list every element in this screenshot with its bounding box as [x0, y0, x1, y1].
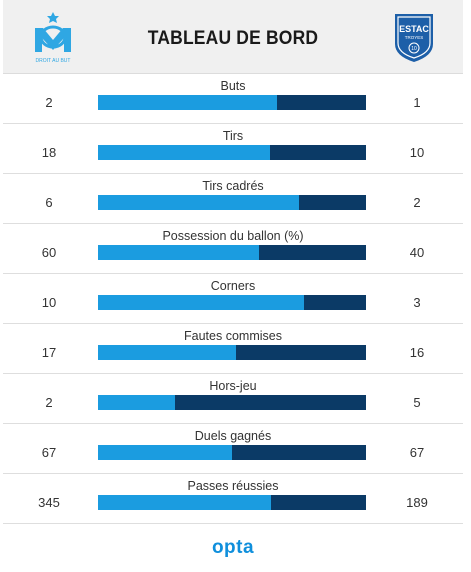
stat-row-offsides: Hors-jeu 2 5	[3, 374, 463, 424]
stat-row-possession: Possession du ballon (%) 60 40	[3, 224, 463, 274]
away-value: 16	[409, 345, 425, 360]
estac-crest-icon: ESTAC TROYES 10	[395, 14, 433, 62]
comparison-bar	[98, 395, 366, 410]
home-value: 67	[41, 445, 57, 460]
stat-label: Duels gagnés	[194, 429, 272, 443]
home-share-bar	[98, 145, 271, 160]
home-share-bar	[98, 395, 175, 410]
stat-row-fouls: Fautes commises 17 16	[3, 324, 463, 374]
home-share-bar	[98, 195, 299, 210]
svg-text:TROYES: TROYES	[405, 35, 424, 40]
home-value: 60	[41, 245, 57, 260]
stat-label: Tirs cadrés	[202, 179, 264, 193]
home-value: 2	[45, 395, 53, 410]
home-value: 18	[41, 145, 57, 160]
stat-label: Possession du ballon (%)	[162, 229, 304, 243]
stat-label: Tirs	[222, 129, 244, 143]
comparison-bar	[98, 95, 366, 110]
away-value: 10	[409, 145, 425, 160]
comparison-bar	[98, 145, 366, 160]
away-value: 1	[413, 95, 421, 110]
home-share-bar	[98, 295, 305, 310]
stat-label: Passes réussies	[187, 479, 279, 493]
stat-row-goals: Buts 2 1	[3, 74, 463, 124]
om-crest-icon: DROIT AU BUT	[35, 12, 71, 64]
comparison-bar	[98, 445, 366, 460]
comparison-bar	[98, 345, 366, 360]
stat-label: Corners	[210, 279, 256, 293]
stat-label: Buts	[220, 79, 246, 93]
opta-logo: opta	[211, 537, 255, 558]
comparison-bar	[98, 295, 366, 310]
svg-text:DROIT AU BUT: DROIT AU BUT	[36, 58, 71, 64]
svg-text:10: 10	[411, 46, 417, 52]
home-share-bar	[98, 445, 232, 460]
page-title: TABLEAU DE BORD	[147, 28, 319, 49]
home-share-bar	[98, 345, 237, 360]
away-value: 3	[413, 295, 421, 310]
home-share-bar	[98, 245, 259, 260]
away-value: 189	[406, 495, 428, 510]
stat-label: Hors-jeu	[209, 379, 257, 393]
home-value: 17	[41, 345, 57, 360]
stat-row-shots-on-target: Tirs cadrés 6 2	[3, 174, 463, 224]
stat-row-duels-won: Duels gagnés 67 67	[3, 424, 463, 474]
comparison-bar	[98, 495, 366, 510]
stat-row-corners: Corners 10 3	[3, 274, 463, 324]
home-value: 2	[45, 95, 53, 110]
comparison-bar	[98, 195, 366, 210]
stat-row-passes: Passes réussies 345 189	[3, 474, 463, 524]
away-value: 40	[409, 245, 425, 260]
home-share-bar	[98, 95, 277, 110]
away-value: 67	[409, 445, 425, 460]
home-value: 345	[38, 495, 60, 510]
stat-row-shots: Tirs 18 10	[3, 124, 463, 174]
comparison-bar	[98, 245, 366, 260]
svg-text:ESTAC: ESTAC	[399, 24, 429, 34]
away-value: 2	[413, 195, 421, 210]
home-share-bar	[98, 495, 272, 510]
match-dashboard: DROIT AU BUT TABLEAU DE BORD ESTAC TROYE…	[3, 0, 463, 572]
home-value: 10	[41, 295, 57, 310]
away-value: 5	[413, 395, 421, 410]
stat-label: Fautes commises	[184, 329, 282, 343]
home-value: 6	[45, 195, 53, 210]
dashboard-header: DROIT AU BUT TABLEAU DE BORD ESTAC TROYE…	[3, 0, 463, 74]
